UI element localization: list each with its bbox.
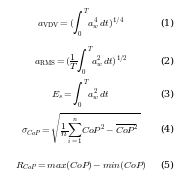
- Text: $R_{CoP} = max(CoP) - min(CoP)$: $R_{CoP} = max(CoP) - min(CoP)$: [15, 159, 146, 172]
- Text: $a_{\rm RMS} = (\dfrac{1}{T}\int_0^T a_w^2\, dt)^{1/2}$: $a_{\rm RMS} = (\dfrac{1}{T}\int_0^T a_w…: [33, 45, 127, 77]
- Text: (3): (3): [161, 89, 175, 98]
- Text: (1): (1): [161, 18, 175, 27]
- Text: (4): (4): [161, 124, 175, 133]
- Text: $E_s = \int_0^T a_w^2\, dt$: $E_s = \int_0^T a_w^2\, dt$: [51, 78, 110, 110]
- Text: (2): (2): [161, 56, 175, 66]
- Text: $a_{\rm VDV} = (\int_0^T a_w^4\, dt)^{1/4}$: $a_{\rm VDV} = (\int_0^T a_w^4\, dt)^{1/…: [37, 6, 124, 39]
- Text: (5): (5): [161, 161, 175, 170]
- Text: $\sigma_{CoP} = \sqrt{\dfrac{1}{n}\sum_{i=1}^{n} CoP^2 - \overline{CoP}^2}$: $\sigma_{CoP} = \sqrt{\dfrac{1}{n}\sum_{…: [21, 111, 140, 146]
